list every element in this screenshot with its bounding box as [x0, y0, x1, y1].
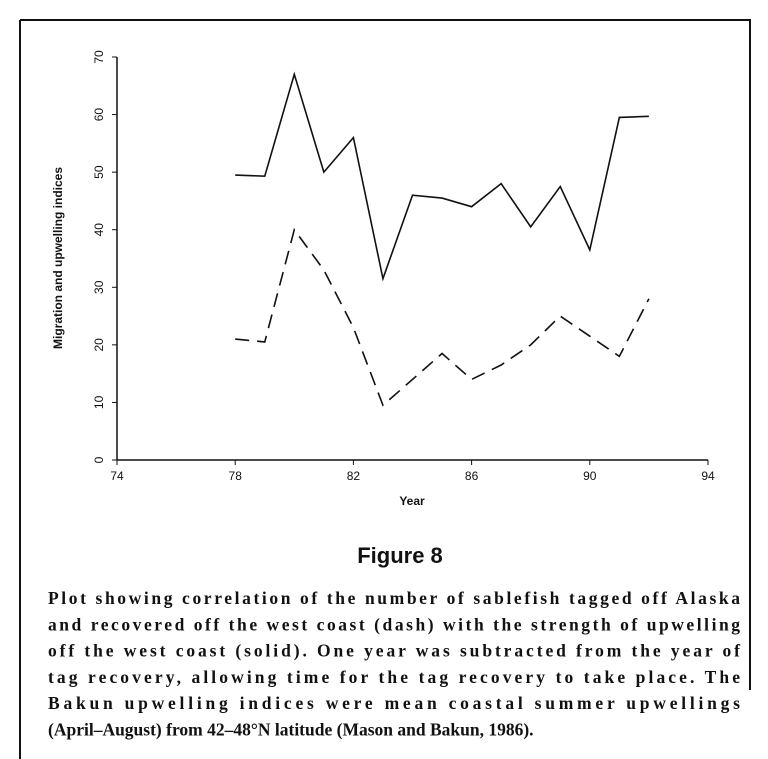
- caption-line: Plot showing correlation of the number o…: [48, 588, 740, 608]
- x-tick-label: 94: [701, 469, 715, 483]
- x-tick-label: 90: [583, 469, 597, 483]
- caption-line: (April–August) from 42–48°N latitude (Ma…: [48, 720, 534, 740]
- caption-line: tag recovery, allowing time for the tag …: [48, 667, 740, 687]
- data-line: [235, 71, 649, 282]
- x-tick-label: 74: [110, 469, 124, 483]
- y-tick-label: 0: [92, 456, 106, 463]
- caption-line: and recovered off the west coast (dash) …: [48, 614, 740, 634]
- data-line: [235, 227, 650, 407]
- y-tick-label: 30: [92, 280, 106, 294]
- y-tick-label: 20: [92, 338, 106, 352]
- y-tick-label: 60: [92, 108, 106, 122]
- x-tick-label: 86: [465, 469, 479, 483]
- x-tick-label: 78: [229, 469, 243, 483]
- y-tick-label: 40: [92, 223, 106, 237]
- x-tick-label: 82: [347, 469, 361, 483]
- frame: [19, 19, 751, 759]
- y-tick-label: 50: [92, 165, 106, 179]
- y-tick-label: 70: [92, 50, 106, 64]
- x-axis-label: Year: [399, 494, 425, 508]
- caption-line: Bakun upwelling indices were mean coasta…: [48, 693, 740, 713]
- caption-line: off the west coast (solid). One year was…: [48, 641, 740, 661]
- figure-label: Figure 8: [357, 543, 443, 568]
- y-tick-label: 10: [92, 395, 106, 409]
- y-axis-label: Migration and upwelling indices: [51, 167, 65, 349]
